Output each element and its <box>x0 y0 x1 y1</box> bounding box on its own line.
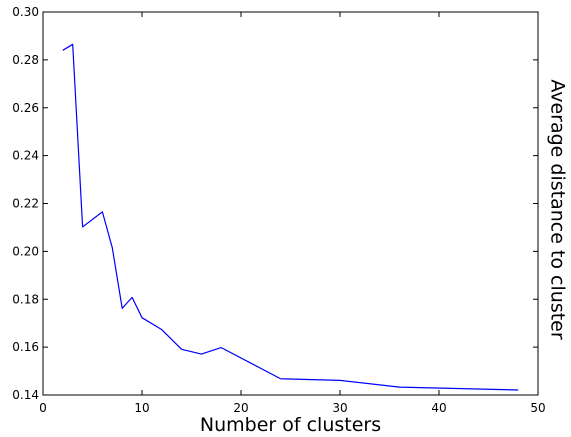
y-tick-label: 0.22 <box>12 197 39 211</box>
y-tick-label: 0.18 <box>12 292 39 306</box>
y-tick-label: 0.20 <box>12 244 39 258</box>
plot-frame <box>42 11 539 396</box>
y-tick-label: 0.30 <box>12 5 39 19</box>
x-tick-label: 30 <box>332 401 347 415</box>
x-tick-label: 10 <box>134 401 149 415</box>
x-tick-label: 50 <box>530 401 545 415</box>
x-tick-label: 20 <box>233 401 248 415</box>
x-tick-label: 0 <box>39 401 47 415</box>
x-tick-label: 40 <box>431 401 446 415</box>
x-axis-label: Number of clusters <box>200 414 381 436</box>
y-tick-label: 0.16 <box>12 340 39 354</box>
y-tick-label: 0.28 <box>12 53 39 67</box>
y-tick-label: 0.26 <box>12 101 39 115</box>
series-line <box>62 43 519 391</box>
y-tick-label: 0.14 <box>12 388 39 402</box>
series-layer <box>62 43 519 391</box>
axis-ticks <box>42 11 539 396</box>
tick-labels: 0 10 20 30 40 50 0.14 0.16 0.18 0.20 0.22 0.24 0.26 0… <box>12 5 545 415</box>
y-tick-label: 0.24 <box>12 149 39 163</box>
y-axis-label: Average distance to cluster <box>547 79 569 340</box>
